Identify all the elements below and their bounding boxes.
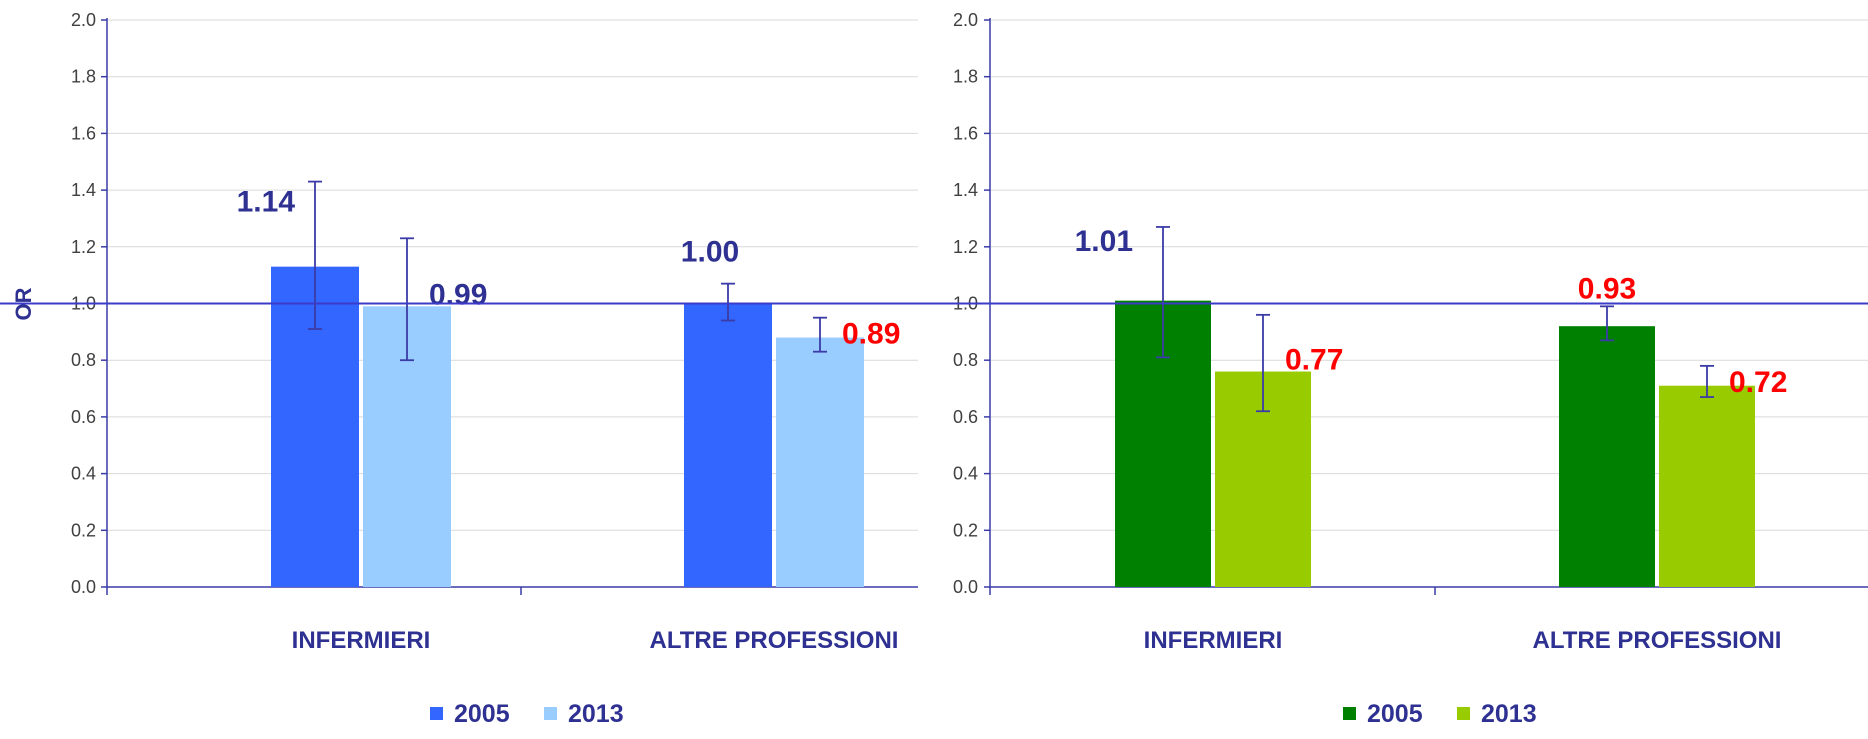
y-tick-label: 0.8 [953,350,978,370]
category-label: INFERMIERI [292,627,431,654]
legend-swatch [544,707,557,720]
category-label: ALTRE PROFESSIONI [1533,627,1782,654]
data-label: 0.77 [1285,344,1343,377]
y-tick-label: 2.0 [71,10,96,30]
y-tick-label: 1.6 [953,123,978,143]
bar [1659,385,1755,587]
data-label: 0.99 [429,278,487,311]
legend-label: 2005 [1367,700,1423,728]
y-tick-label: 0.0 [953,577,978,597]
y-tick-label: 1.2 [71,237,96,257]
legend-swatch [1343,707,1356,720]
category-label: ALTRE PROFESSIONI [650,627,899,654]
data-label: 0.72 [1729,366,1787,399]
data-label: 1.00 [681,236,739,269]
bar [1559,326,1655,587]
data-label: 1.14 [237,186,296,219]
chart-panel-2: 0.00.20.40.60.81.01.21.41.61.82.0INFERMI… [953,10,1868,728]
y-tick-label: 1.6 [71,123,96,143]
y-tick-label: 1.4 [71,180,96,200]
data-label: 1.01 [1075,225,1133,258]
legend-label: 2005 [454,700,510,728]
y-tick-label: 1.8 [71,67,96,87]
y-tick-label: 0.4 [953,464,978,484]
y-tick-label: 0.0 [71,577,96,597]
y-tick-label: 0.6 [953,407,978,427]
y-tick-label: 1.4 [953,180,978,200]
bar [776,337,864,587]
chart-panel-1: 0.00.20.40.60.81.01.21.41.61.82.0ORINFER… [11,10,918,728]
data-label: 0.89 [842,318,900,351]
y-tick-label: 0.8 [71,350,96,370]
y-tick-label: 0.2 [71,520,96,540]
data-label: 0.93 [1578,272,1636,305]
category-label: INFERMIERI [1144,627,1283,654]
legend-label: 2013 [568,700,624,728]
y-tick-label: 0.6 [71,407,96,427]
y-tick-label: 0.2 [953,520,978,540]
legend-swatch [1457,707,1470,720]
y-tick-label: 0.4 [71,464,96,484]
y-tick-label: 1.2 [953,237,978,257]
legend-label: 2013 [1481,700,1537,728]
legend-swatch [430,707,443,720]
y-tick-label: 2.0 [953,10,978,30]
bar [684,303,772,587]
y-tick-label: 1.8 [953,67,978,87]
